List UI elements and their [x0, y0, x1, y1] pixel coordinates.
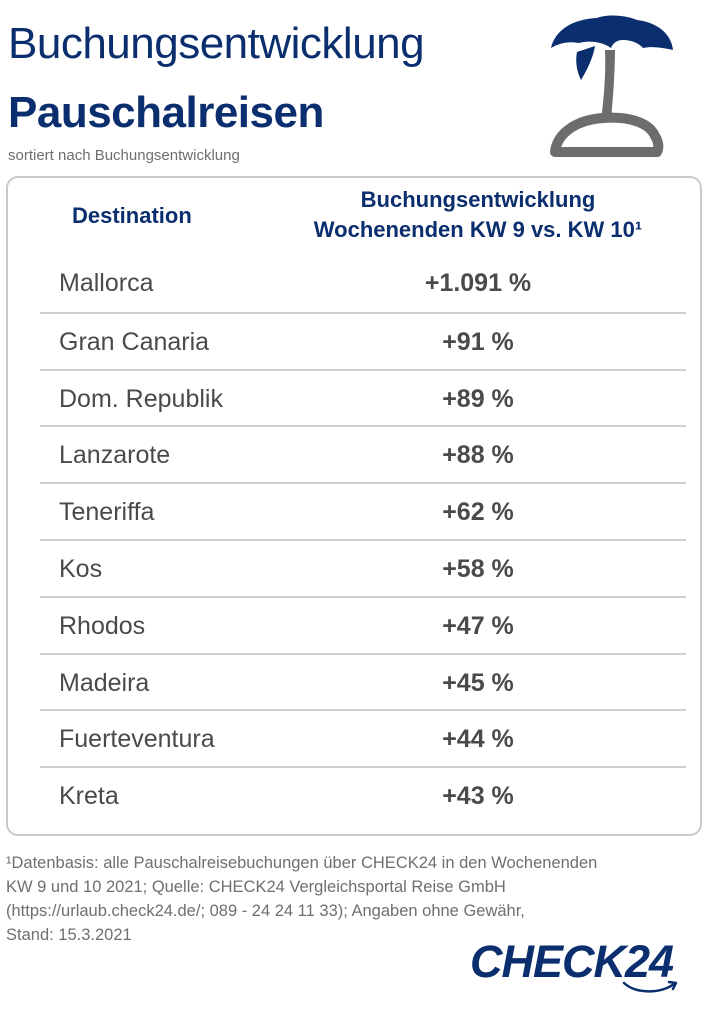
- column-header-growth: Buchungsentwicklung Wochenenden KW 9 vs.…: [268, 185, 688, 245]
- page-subtitle: sortiert nach Buchungsentwicklung: [8, 147, 240, 164]
- destination-cell: Fuerteventura: [59, 725, 215, 754]
- column-header-growth-line1: Buchungsentwicklung: [360, 187, 596, 212]
- destination-cell: Rhodos: [59, 611, 146, 640]
- table-row: Gran Canaria +91 %: [40, 311, 686, 369]
- growth-cell: +45 %: [442, 668, 514, 697]
- destination-cell: Teneriffa: [59, 498, 155, 527]
- growth-cell: +89 %: [442, 384, 514, 413]
- growth-cell: +91 %: [442, 327, 514, 356]
- table-row: Kreta +43 %: [40, 766, 686, 823]
- palm-island-icon: [550, 15, 673, 157]
- logo-swoosh-icon: [622, 980, 678, 993]
- table-row: Kos +58 %: [40, 538, 686, 596]
- footnote-line: (https://urlaub.check24.de/; 089 - 24 24…: [6, 902, 525, 920]
- destination-cell: Gran Canaria: [59, 327, 210, 356]
- column-header-destination: Destination: [72, 203, 192, 228]
- destination-cell: Kos: [59, 554, 103, 583]
- destination-cell: Dom. Republik: [59, 384, 223, 413]
- destination-cell: Madeira: [59, 668, 150, 697]
- table-body: Mallorca +1.091 % Gran Canaria +91 % Dom…: [40, 255, 686, 823]
- page-title: Buchungsentwicklung: [8, 19, 425, 68]
- footnote: ¹Datenbasis: alle Pauschalreisebuchungen…: [6, 851, 706, 947]
- growth-cell: +43 %: [442, 782, 514, 811]
- footnote-line: KW 9 und 10 2021; Quelle: CHECK24 Vergle…: [6, 878, 506, 896]
- results-table: [6, 176, 702, 836]
- logo-wordmark: CHECK24: [470, 936, 674, 987]
- table-row: Fuerteventura +44 %: [40, 709, 686, 766]
- footnote-line: ¹Datenbasis: alle Pauschalreisebuchungen…: [6, 854, 598, 872]
- growth-cell: +62 %: [442, 498, 514, 527]
- growth-cell: +47 %: [442, 611, 514, 640]
- destination-cell: Kreta: [59, 782, 119, 811]
- page-title-bold: Pauschalreisen: [8, 88, 324, 137]
- check24-logo: CHECK24: [470, 936, 700, 1000]
- growth-cell: +88 %: [442, 441, 514, 470]
- table-row: Mallorca +1.091 %: [40, 255, 686, 312]
- table-row: Madeira +45 %: [40, 652, 686, 710]
- destination-cell: Lanzarote: [59, 441, 171, 470]
- table-row: Teneriffa +62 %: [40, 482, 686, 539]
- column-header-growth-line2: Wochenenden KW 9 vs. KW 10¹: [313, 217, 643, 242]
- destination-cell: Mallorca: [59, 269, 154, 297]
- table-row: Lanzarote +88 %: [40, 425, 686, 482]
- table-row: Dom. Republik +89 %: [40, 368, 686, 426]
- growth-cell: +44 %: [442, 725, 514, 754]
- growth-cell: +58 %: [442, 554, 514, 583]
- growth-cell: +1.091 %: [424, 269, 532, 297]
- table-row: Rhodos +47 %: [40, 595, 686, 653]
- footnote-line: Stand: 15.3.2021: [6, 926, 132, 944]
